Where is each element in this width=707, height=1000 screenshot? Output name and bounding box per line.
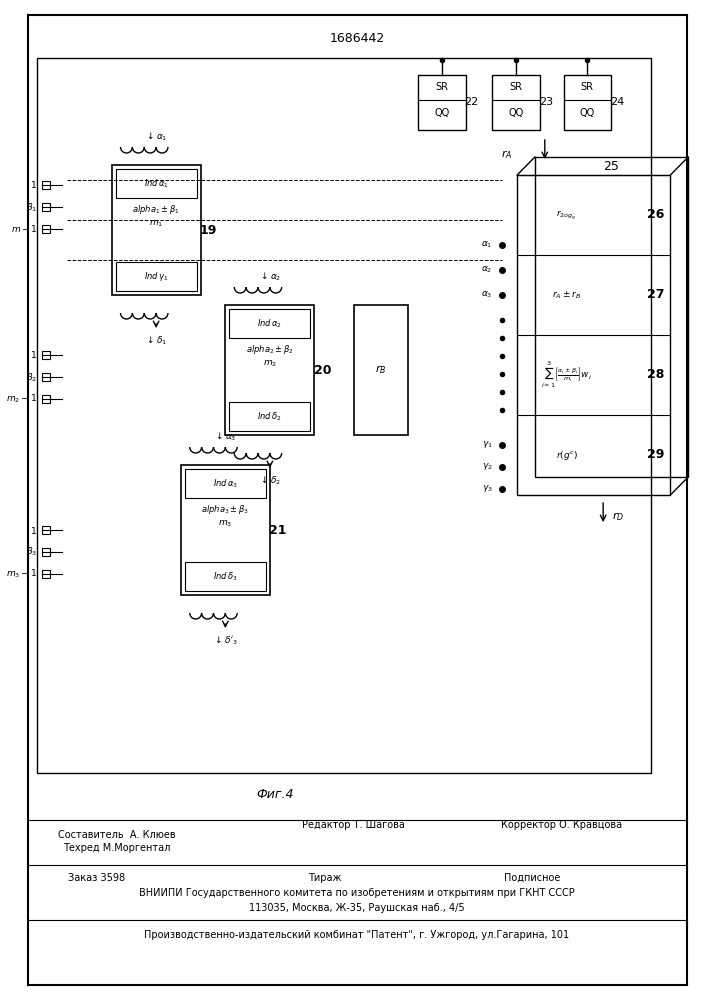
Text: $alpha_2\pm \beta_2$: $alpha_2\pm \beta_2$ [246,343,294,356]
Text: Заказ 3598: Заказ 3598 [68,873,125,883]
Text: $\sum_{i=1}^{3}\left[\frac{\alpha_i\pm\beta_i}{m_i}\right]w_i$: $\sum_{i=1}^{3}\left[\frac{\alpha_i\pm\b… [541,360,592,390]
Bar [185,562,266,591]
Bar [181,465,270,595]
Text: $Ind\,\gamma_1$: $Ind\,\gamma_1$ [144,270,168,283]
Text: $\downarrow \alpha_3$: $\downarrow \alpha_3$ [214,431,237,443]
Text: 22: 22 [464,97,479,107]
Bar [42,351,50,359]
Text: 113035, Москва, Ж-35, Раушская наб., 4/5: 113035, Москва, Ж-35, Раушская наб., 4/5 [249,903,464,913]
Bar [42,395,50,403]
Text: QQ: QQ [434,108,450,118]
Text: SR: SR [436,82,448,92]
Text: $alpha_3\pm \beta_3$: $alpha_3\pm \beta_3$ [201,503,250,516]
Bar [42,548,50,556]
Text: $r_D$: $r_D$ [612,511,624,523]
Bar [535,157,688,477]
Text: $m_3-1$: $m_3-1$ [6,568,37,580]
Text: $Ind\,\alpha_2$: $Ind\,\alpha_2$ [257,317,282,330]
Text: 21: 21 [269,524,286,536]
Text: $alpha_1\pm \beta_1$: $alpha_1\pm \beta_1$ [132,203,180,216]
Text: $m-1$: $m-1$ [11,224,37,234]
Text: SR: SR [581,82,594,92]
Text: 25: 25 [604,159,619,172]
Text: $\beta_2$: $\beta_2$ [26,370,37,383]
Text: 20: 20 [313,363,331,376]
Bar [115,262,197,291]
Text: Тираж: Тираж [308,873,341,883]
Text: $1$: $1$ [30,180,37,190]
Text: SR: SR [510,82,522,92]
Bar [563,75,611,130]
Text: $r_{2og_g}$: $r_{2og_g}$ [556,208,577,222]
Text: QQ: QQ [580,108,595,118]
Text: $1$: $1$ [30,350,37,360]
Text: 23: 23 [539,97,553,107]
Text: Составитель  А. Клюев: Составитель А. Клюев [58,830,175,840]
Bar [112,165,201,295]
Text: $\downarrow \delta_2$: $\downarrow \delta_2$ [259,475,281,487]
Bar [229,309,310,338]
Text: $\downarrow \delta'_3$: $\downarrow \delta'_3$ [213,635,238,647]
Text: $\alpha_3$: $\alpha_3$ [481,290,492,300]
Text: $m_2$: $m_2$ [263,358,277,369]
Text: $\downarrow \alpha_1$: $\downarrow \alpha_1$ [145,131,168,143]
Text: 19: 19 [200,224,217,236]
Text: $Ind\,\alpha_1$: $Ind\,\alpha_1$ [144,177,169,190]
Text: 29: 29 [647,448,665,462]
Bar [42,225,50,233]
Text: $\alpha_1$: $\alpha_1$ [481,240,492,250]
Text: $\beta_1$: $\beta_1$ [26,200,37,214]
Bar [42,181,50,189]
Bar [517,175,670,495]
Text: 1686442: 1686442 [329,31,385,44]
Text: ВНИИПИ Государственного комитета по изобретениям и открытиям при ГКНТ СССР: ВНИИПИ Государственного комитета по изоб… [139,888,575,898]
Text: Производственно-издательский комбинат "Патент", г. Ужгород, ул.Гагарина, 101: Производственно-издательский комбинат "П… [144,930,569,940]
Text: $r(g^c)$: $r(g^c)$ [556,448,578,462]
Text: $Ind\,\delta_3$: $Ind\,\delta_3$ [213,570,238,583]
Bar [226,305,315,435]
Text: $\beta_3$: $\beta_3$ [26,546,37,558]
Text: $r_A \pm r_B$: $r_A \pm r_B$ [552,289,581,301]
Text: $\downarrow \delta_1$: $\downarrow \delta_1$ [145,335,167,347]
Bar [419,75,466,130]
Text: $m_2-1$: $m_2-1$ [6,393,37,405]
Bar [42,203,50,211]
Text: $\downarrow \alpha_2$: $\downarrow \alpha_2$ [259,271,281,283]
Bar [37,58,650,773]
Text: $r_B$: $r_B$ [375,364,387,376]
Text: 26: 26 [647,209,665,222]
Text: $\gamma_1$: $\gamma_1$ [481,440,492,450]
Text: 24: 24 [610,97,624,107]
Bar [42,526,50,534]
Text: $\gamma_2$: $\gamma_2$ [481,462,492,473]
Bar [185,469,266,498]
Bar [229,402,310,431]
Bar [42,373,50,381]
Bar [354,305,409,435]
Text: Редактор Т. Шагова: Редактор Т. Шагова [303,820,405,830]
Bar [492,75,540,130]
Text: QQ: QQ [508,108,524,118]
Text: Подписное: Подписное [504,873,560,883]
Text: Фиг.4: Фиг.4 [256,788,293,802]
Text: Корректор О. Кравцова: Корректор О. Кравцова [501,820,622,830]
Text: $Ind\,\alpha_3$: $Ind\,\alpha_3$ [213,477,238,490]
Text: $m_1$: $m_1$ [149,218,163,229]
Bar [42,570,50,578]
Text: $Ind\,\delta_2$: $Ind\,\delta_2$ [257,410,282,423]
Text: 27: 27 [647,288,665,302]
Text: $m_3$: $m_3$ [218,518,233,529]
Bar [115,169,197,198]
Text: Техред М.Моргентал: Техред М.Моргентал [63,843,170,853]
Text: $1$: $1$ [30,524,37,536]
Text: $\alpha_2$: $\alpha_2$ [481,265,492,275]
Text: 28: 28 [647,368,665,381]
Text: $r_A$: $r_A$ [501,149,512,161]
Text: $\gamma_3$: $\gamma_3$ [481,484,492,494]
